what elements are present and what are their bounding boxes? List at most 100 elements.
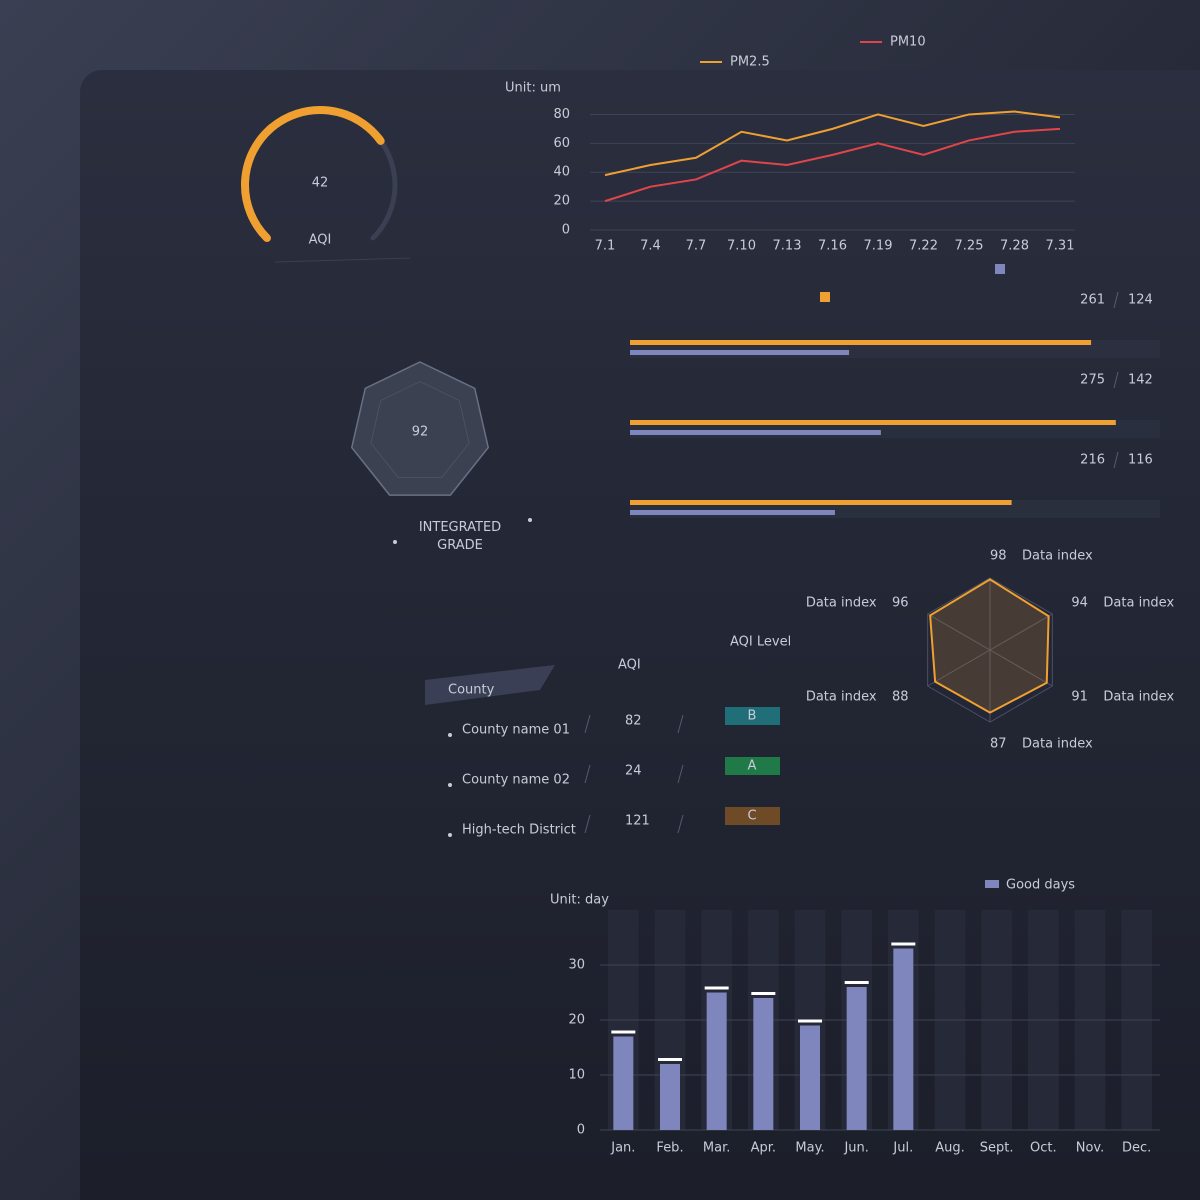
row-name: County name 01 [462, 723, 570, 738]
separator [677, 764, 684, 784]
line-series [604, 127, 1061, 203]
radar-label: Data index [1103, 690, 1174, 705]
level-badge [725, 807, 780, 825]
bar-cap [891, 942, 916, 946]
bar-value-label: 216 [1080, 453, 1105, 468]
x-tick-label: Oct. [1030, 1141, 1057, 1156]
separator [1113, 291, 1119, 309]
y-tick-label: 20 [553, 194, 570, 209]
bar [630, 430, 881, 435]
separator [1113, 451, 1119, 469]
separator [677, 714, 684, 734]
radar-spoke [989, 613, 1053, 651]
bar [630, 420, 1116, 425]
radar-value: 94 [1071, 596, 1088, 611]
row-level: A [748, 759, 757, 774]
bar [893, 948, 914, 1130]
radar-value: 88 [892, 690, 909, 705]
level-badge [725, 757, 780, 775]
x-tick-label: Jan. [610, 1141, 635, 1156]
header-tab [425, 665, 555, 705]
bar-value-label: 124 [1128, 293, 1153, 308]
gauge-value [241, 106, 385, 243]
table-header: County [448, 683, 495, 698]
radar-value: 98 [990, 549, 1007, 564]
x-tick-label: Feb. [656, 1141, 683, 1156]
x-tick-label: Apr. [751, 1141, 776, 1156]
radar-label: Data index [1022, 737, 1093, 752]
y-tick-label: 80 [553, 107, 570, 122]
legend-swatch [985, 880, 999, 888]
x-tick-label: Nov. [1076, 1141, 1105, 1156]
gauge-underline [274, 257, 411, 263]
y-tick-label: 10 [568, 1068, 585, 1083]
bar-cap [844, 981, 869, 984]
bar [630, 350, 850, 355]
row-dot [448, 833, 452, 837]
legend-label: PM2.5 [730, 55, 770, 70]
unit-label: Unit: um [505, 81, 561, 96]
table-header: AQI [618, 658, 641, 673]
x-tick-label: 7.22 [909, 239, 938, 254]
x-tick-label: Jul. [892, 1141, 913, 1156]
row-dot [448, 733, 452, 737]
x-tick-label: 7.1 [595, 239, 616, 254]
bar [753, 998, 774, 1130]
x-tick-label: May. [795, 1141, 824, 1156]
bar [706, 992, 727, 1130]
separator [677, 814, 684, 834]
row-name: County name 02 [462, 773, 570, 788]
radar-value: 87 [990, 737, 1007, 752]
radar-label: Data index [1103, 596, 1174, 611]
bar-cap [611, 1030, 636, 1034]
gauge-value-label: 42 [312, 176, 329, 191]
bar [613, 1036, 634, 1130]
x-tick-label: Jun. [843, 1141, 868, 1156]
separator [584, 714, 591, 734]
separator [584, 764, 591, 784]
bar [630, 340, 1092, 345]
bar [846, 987, 867, 1130]
line-series [604, 110, 1061, 177]
legend-label: PM10 [890, 35, 926, 50]
bar-cap [658, 1058, 682, 1061]
y-tick-label: 0 [577, 1123, 585, 1138]
unit-label: Unit: day [550, 893, 609, 908]
x-tick-label: 7.7 [686, 239, 707, 254]
y-tick-label: 20 [568, 1013, 585, 1028]
row-aqi: 24 [625, 764, 642, 779]
x-tick-label: 7.4 [640, 239, 661, 254]
row-aqi: 121 [625, 814, 650, 829]
bar [660, 1064, 680, 1130]
table-header: AQI Level [730, 635, 791, 650]
x-tick-label: 7.19 [864, 239, 893, 254]
x-tick-label: 7.13 [773, 239, 802, 254]
y-tick-label: 60 [553, 136, 570, 151]
x-tick-label: Aug. [935, 1141, 965, 1156]
dot [528, 518, 532, 522]
row-name: High-tech District [462, 823, 576, 838]
radar-label: Data index [806, 596, 877, 611]
bar-value-label: 116 [1128, 453, 1153, 468]
radar-value: 96 [892, 596, 909, 611]
row-aqi: 82 [625, 714, 642, 729]
bar-cap [798, 1019, 822, 1023]
x-tick-label: Dec. [1122, 1141, 1151, 1156]
bar-value-label: 275 [1080, 373, 1105, 388]
badge-value: 92 [412, 425, 429, 440]
x-tick-label: Mar. [703, 1141, 730, 1156]
radar-area [929, 578, 1050, 714]
radar-spoke [927, 613, 991, 651]
x-tick-label: Sept. [980, 1141, 1014, 1156]
row-level: B [748, 709, 757, 724]
radar-spoke [927, 649, 991, 687]
bar-cap [704, 986, 729, 990]
y-tick-label: 30 [568, 958, 585, 973]
x-tick-label: 7.28 [1000, 239, 1029, 254]
bar-cap [751, 992, 776, 995]
x-tick-label: 7.31 [1046, 239, 1075, 254]
legend-swatch [820, 292, 830, 302]
radar-value: 91 [1071, 690, 1088, 705]
